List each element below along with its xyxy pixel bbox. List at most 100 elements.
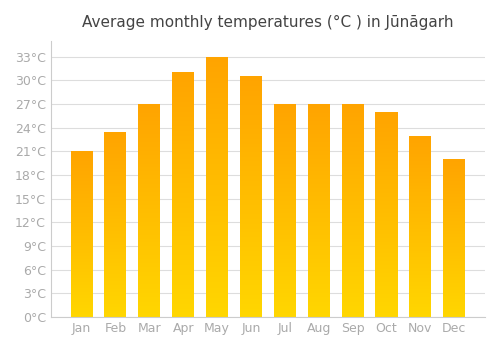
Bar — [410, 295, 432, 296]
Bar — [138, 219, 160, 220]
Bar — [104, 138, 126, 139]
Bar — [274, 238, 296, 239]
Bar — [410, 211, 432, 212]
Bar — [70, 230, 92, 231]
Bar — [206, 84, 228, 86]
Bar — [172, 224, 194, 226]
Bar — [104, 203, 126, 205]
Bar — [206, 100, 228, 102]
Bar — [70, 250, 92, 251]
Bar — [138, 203, 160, 205]
Bar — [172, 76, 194, 77]
Bar — [70, 223, 92, 224]
Bar — [308, 289, 330, 290]
Bar — [206, 111, 228, 112]
Bar — [274, 161, 296, 162]
Bar — [308, 294, 330, 296]
Bar — [308, 156, 330, 158]
Bar — [104, 197, 126, 198]
Bar — [376, 177, 398, 179]
Bar — [274, 293, 296, 294]
Bar — [240, 108, 262, 110]
Bar — [410, 156, 432, 158]
Bar — [342, 238, 363, 239]
Bar — [104, 282, 126, 284]
Bar — [138, 167, 160, 168]
Bar — [308, 316, 330, 317]
Bar — [70, 282, 92, 283]
Bar — [274, 198, 296, 199]
Bar — [308, 223, 330, 225]
Bar — [172, 296, 194, 297]
Bar — [172, 172, 194, 174]
Bar — [376, 286, 398, 287]
Bar — [443, 315, 466, 316]
Bar — [410, 231, 432, 232]
Bar — [70, 253, 92, 254]
Bar — [308, 303, 330, 304]
Bar — [104, 190, 126, 191]
Bar — [376, 235, 398, 237]
Bar — [172, 315, 194, 317]
Bar — [443, 187, 466, 188]
Bar — [240, 123, 262, 125]
Bar — [240, 296, 262, 298]
Bar — [172, 187, 194, 188]
Bar — [206, 301, 228, 303]
Bar — [240, 254, 262, 256]
Bar — [104, 231, 126, 232]
Bar — [138, 145, 160, 147]
Bar — [240, 131, 262, 133]
Bar — [138, 138, 160, 140]
Bar — [70, 203, 92, 204]
Bar — [274, 309, 296, 310]
Bar — [443, 233, 466, 234]
Bar — [376, 123, 398, 124]
Bar — [308, 151, 330, 152]
Bar — [443, 271, 466, 272]
Bar — [410, 162, 432, 163]
Bar — [410, 169, 432, 171]
Bar — [410, 135, 432, 137]
Bar — [274, 296, 296, 297]
Bar — [376, 251, 398, 253]
Bar — [376, 186, 398, 187]
Bar — [274, 125, 296, 127]
Bar — [410, 298, 432, 299]
Bar — [443, 269, 466, 270]
Bar — [172, 94, 194, 95]
Bar — [104, 311, 126, 312]
Bar — [443, 250, 466, 251]
Bar — [138, 280, 160, 282]
Bar — [308, 192, 330, 194]
Bar — [274, 273, 296, 274]
Bar — [443, 276, 466, 277]
Bar — [342, 192, 363, 194]
Bar — [240, 146, 262, 147]
Bar — [138, 260, 160, 262]
Bar — [342, 299, 363, 300]
Bar — [376, 164, 398, 165]
Bar — [70, 220, 92, 221]
Bar — [308, 300, 330, 301]
Bar — [443, 208, 466, 209]
Bar — [443, 245, 466, 246]
Bar — [376, 195, 398, 197]
Bar — [206, 128, 228, 130]
Bar — [138, 297, 160, 299]
Bar — [308, 304, 330, 306]
Bar — [376, 215, 398, 216]
Bar — [138, 245, 160, 246]
Bar — [138, 158, 160, 160]
Bar — [172, 95, 194, 97]
Bar — [70, 233, 92, 234]
Bar — [443, 240, 466, 241]
Bar — [138, 290, 160, 292]
Bar — [376, 299, 398, 301]
Bar — [172, 72, 194, 74]
Bar — [104, 307, 126, 308]
Bar — [376, 119, 398, 120]
Bar — [274, 223, 296, 225]
Bar — [308, 274, 330, 276]
Bar — [70, 181, 92, 182]
